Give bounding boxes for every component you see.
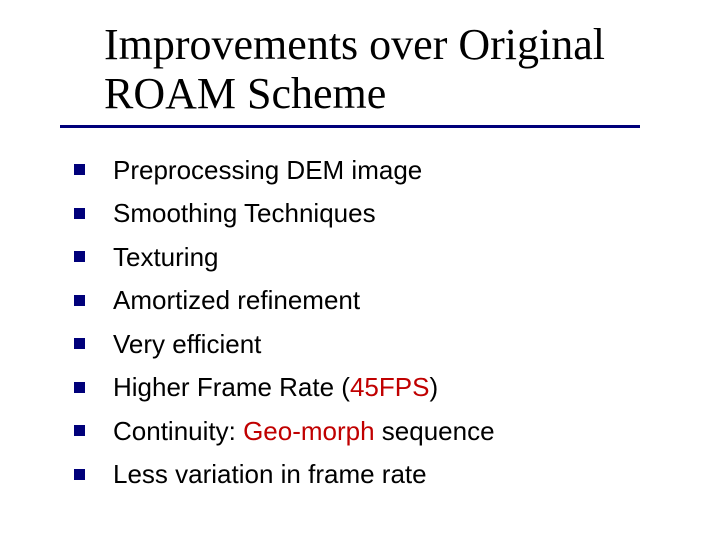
list-item: Higher Frame Rate (45FPS) xyxy=(60,371,680,404)
slide-title: Improvements over Original ROAM Scheme xyxy=(104,20,680,119)
list-item: Less variation in frame rate xyxy=(60,458,680,491)
text-segment: ) xyxy=(429,372,438,402)
text-segment: Amortized refinement xyxy=(113,285,360,315)
list-item: Smoothing Techniques xyxy=(60,197,680,230)
text-segment: Texturing xyxy=(113,242,219,272)
square-bullet-icon xyxy=(74,338,85,349)
highlighted-text: 45FPS xyxy=(350,372,430,402)
list-item-text: Very efficient xyxy=(113,328,261,361)
list-item: Very efficient xyxy=(60,328,680,361)
text-segment: Less variation in frame rate xyxy=(113,459,427,489)
text-segment: Continuity: xyxy=(113,416,243,446)
list-item: Texturing xyxy=(60,241,680,274)
square-bullet-icon xyxy=(74,164,85,175)
slide: Improvements over Original ROAM Scheme P… xyxy=(0,0,720,540)
text-segment: Smoothing Techniques xyxy=(113,198,376,228)
list-item-text: Higher Frame Rate (45FPS) xyxy=(113,371,438,404)
square-bullet-icon xyxy=(74,208,85,219)
list-item: Amortized refinement xyxy=(60,284,680,317)
highlighted-text: Geo-morph xyxy=(243,416,375,446)
list-item-text: Preprocessing DEM image xyxy=(113,154,422,187)
text-segment: Preprocessing DEM image xyxy=(113,155,422,185)
list-item-text: Amortized refinement xyxy=(113,284,360,317)
text-segment: sequence xyxy=(375,416,495,446)
list-item-text: Texturing xyxy=(113,241,219,274)
square-bullet-icon xyxy=(74,425,85,436)
title-underline xyxy=(60,125,640,128)
bullet-list: Preprocessing DEM image Smoothing Techniq… xyxy=(60,154,680,491)
list-item: Preprocessing DEM image xyxy=(60,154,680,187)
square-bullet-icon xyxy=(74,382,85,393)
square-bullet-icon xyxy=(74,295,85,306)
list-item: Continuity: Geo-morph sequence xyxy=(60,415,680,448)
list-item-text: Less variation in frame rate xyxy=(113,458,427,491)
list-item-text: Continuity: Geo-morph sequence xyxy=(113,415,495,448)
list-item-text: Smoothing Techniques xyxy=(113,197,376,230)
text-segment: Higher Frame Rate ( xyxy=(113,372,350,402)
square-bullet-icon xyxy=(74,469,85,480)
text-segment: Very efficient xyxy=(113,329,261,359)
square-bullet-icon xyxy=(74,251,85,262)
